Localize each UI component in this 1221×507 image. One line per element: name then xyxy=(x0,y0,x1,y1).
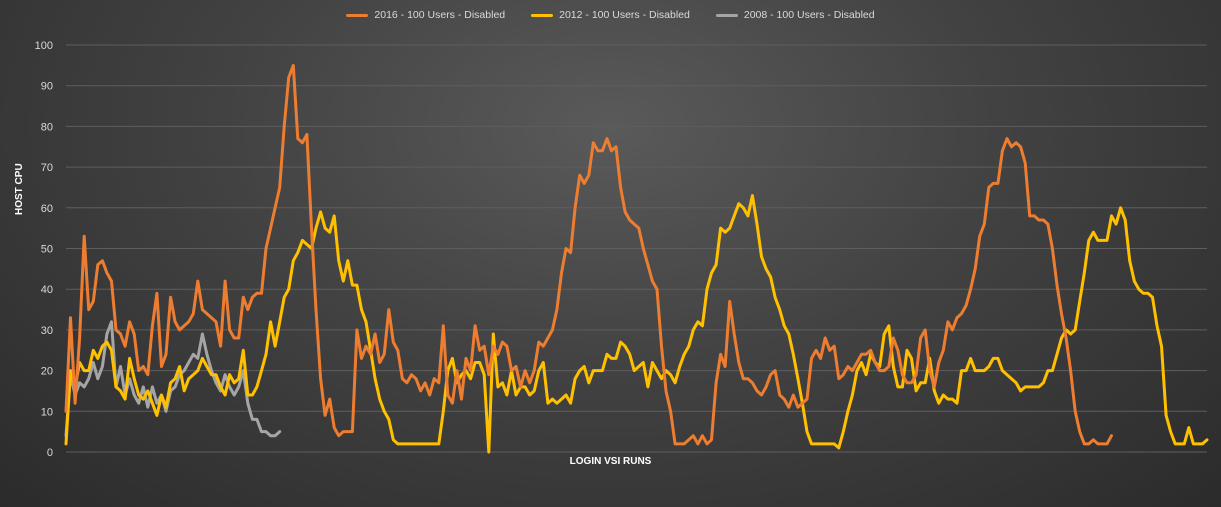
y-tick-label-60: 60 xyxy=(41,203,53,215)
y-tick-label-30: 30 xyxy=(41,325,53,337)
legend: 2016 - 100 Users - Disabled 2012 - 100 U… xyxy=(0,9,1221,21)
y-tick-label-80: 80 xyxy=(41,121,53,133)
y-tick-label-90: 90 xyxy=(41,81,53,93)
y-tick-label-100: 100 xyxy=(35,40,53,52)
y-tick-label-40: 40 xyxy=(41,284,53,296)
legend-label-2008: 2008 - 100 Users - Disabled xyxy=(743,9,875,21)
y-tick-label-70: 70 xyxy=(41,162,53,174)
legend-item-2016[interactable]: 2016 - 100 Users - Disabled xyxy=(346,9,505,21)
series-line-0 xyxy=(64,63,1113,446)
legend-swatch-2012 xyxy=(531,13,554,17)
legend-swatch-2016 xyxy=(346,13,369,17)
y-axis-title: HOST CPU xyxy=(14,163,25,215)
series-line-2 xyxy=(64,320,282,438)
y-tick-label-50: 50 xyxy=(41,244,53,256)
legend-swatch-2008 xyxy=(715,13,738,17)
x-axis-title: LOGIN VSI RUNS xyxy=(569,456,652,467)
legend-item-2008[interactable]: 2008 - 100 Users - Disabled xyxy=(715,9,875,21)
y-tick-label-0: 0 xyxy=(47,447,53,459)
y-tick-label-20: 20 xyxy=(41,366,53,378)
legend-item-2012[interactable]: 2012 - 100 Users - Disabled xyxy=(531,9,690,21)
series-line-1 xyxy=(64,194,1209,454)
legend-label-2016: 2016 - 100 Users - Disabled xyxy=(374,9,506,21)
y-tick-label-10: 10 xyxy=(41,406,53,418)
gridlines xyxy=(66,44,1207,453)
series-lines xyxy=(64,63,1209,454)
y-axis-tick-labels: 0 10 20 30 40 50 60 70 80 90 100 xyxy=(35,40,53,459)
legend-label-2012: 2012 - 100 Users - Disabled xyxy=(559,9,690,21)
